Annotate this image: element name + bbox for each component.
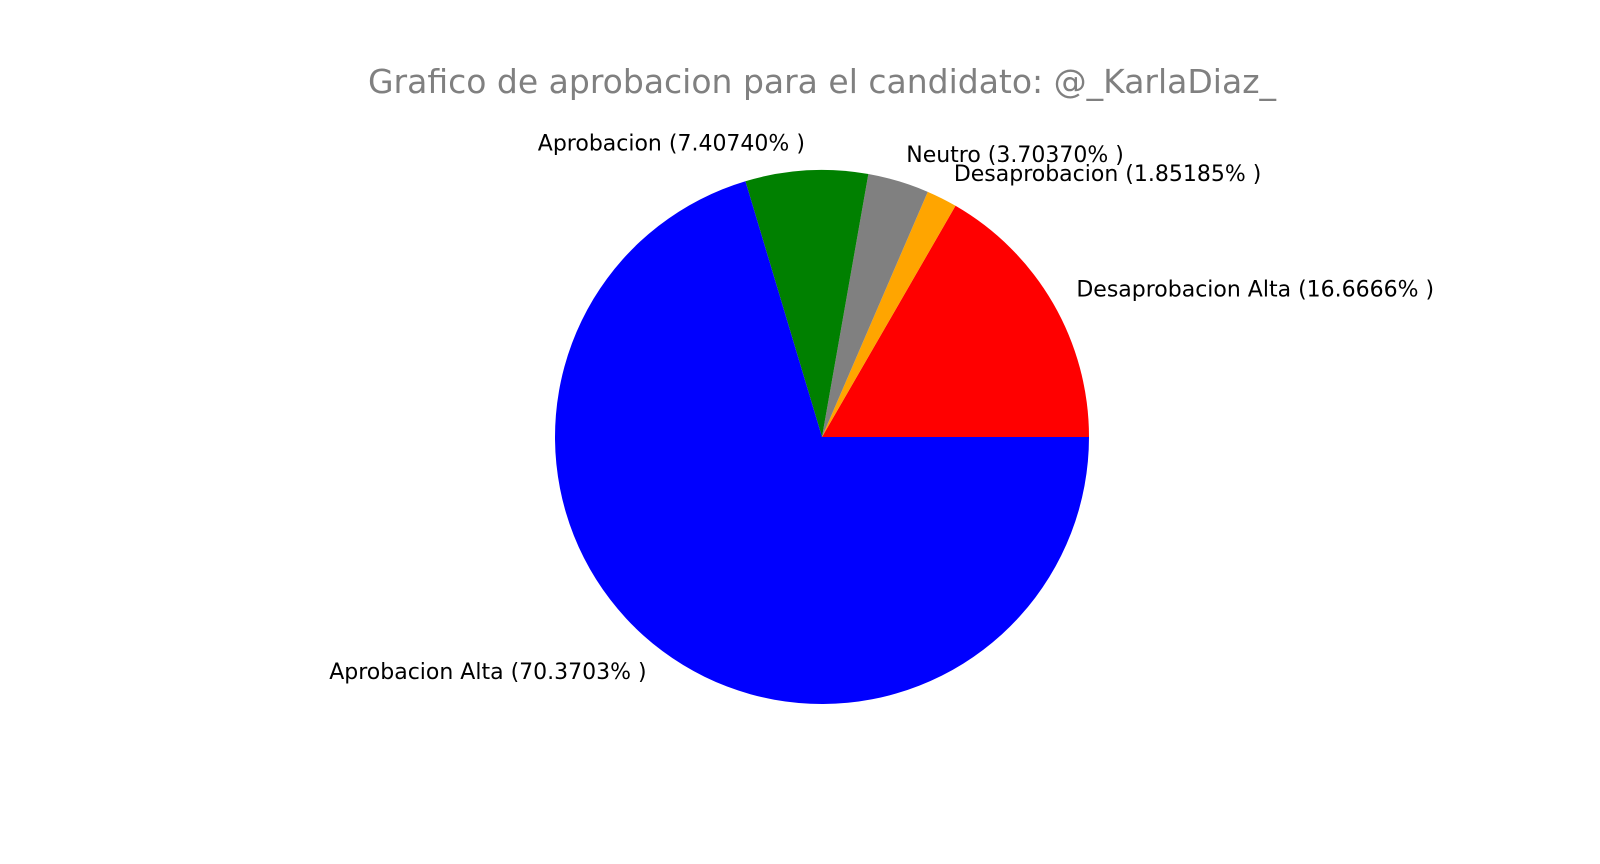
pie-slice-aprobacion [745,169,869,437]
pie-slice-desaprobacion-alta [822,205,1089,437]
pie-slices [555,169,1089,704]
pie-label-aprobacion: Aprobacion (7.40740% ) [538,131,805,156]
pie-label-desaprobacion: Desaprobacion (1.85185% ) [954,162,1262,187]
pie-slice-aprobacion-alta [555,181,1089,704]
pie-slice-neutro [822,174,928,437]
pie-labels: Desaprobacion Alta (16.6666% ) Desaprobac… [329,131,1434,685]
pie-slice-desaprobacion [822,191,956,437]
chart-title: Grafico de aprobacion para el candidato:… [368,62,1277,101]
pie-label-neutro: Neutro (3.70370% ) [906,143,1124,168]
pie-label-aprobacion-alta: Aprobacion Alta (70.3703% ) [329,660,646,685]
pie-label-desaprobacion-alta: Desaprobacion Alta (16.6666% ) [1076,278,1434,303]
